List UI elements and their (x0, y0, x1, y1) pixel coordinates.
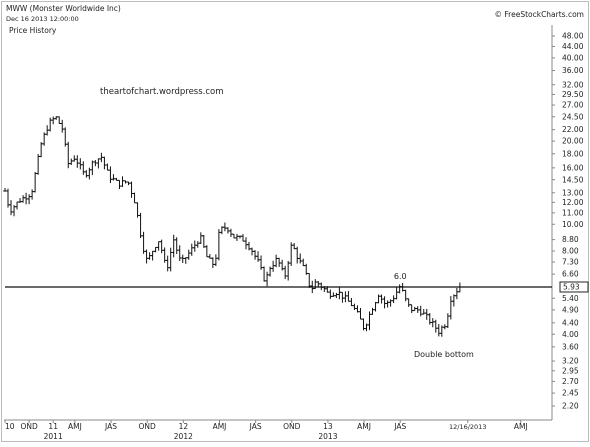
y-tick-label: 36.00 (562, 66, 584, 75)
x-tick-label: JAS (249, 422, 262, 431)
y-tick-label: 22.00 (562, 125, 584, 134)
y-tick-label: 8.80 (562, 235, 579, 244)
y-tick-label: 27.00 (562, 101, 584, 110)
y-tick-label: 6.60 (562, 270, 579, 279)
x-tick-label: 13 (323, 422, 333, 431)
x-tick-label: OND (139, 422, 157, 431)
x-tick-label: 12 (179, 422, 189, 431)
y-tick-label: 4.90 (562, 305, 579, 314)
x-tick-label: 10 (5, 422, 15, 431)
y-tick-label: 2.45 (562, 389, 579, 398)
symbol-title: MWW (Monster Worldwide Inc) (6, 4, 121, 13)
y-tick-label: 11.00 (562, 208, 584, 217)
y-tick-label: 29.50 (562, 90, 584, 99)
y-tick-label: 13.00 (562, 188, 584, 197)
y-tick-label: 32.00 (562, 80, 584, 89)
y-tick-label: 16.00 (562, 163, 584, 172)
last-price-box (559, 281, 589, 293)
brand-label: © FreeStockCharts.com (495, 10, 584, 19)
last-price-marker: 5.93 (559, 281, 589, 293)
y-tick-label: 14.50 (562, 175, 584, 184)
x-year-label: 2011 (44, 432, 63, 441)
y-tick-label: 24.50 (562, 112, 584, 121)
x-tick-label: AMJ (357, 422, 371, 431)
y-tick-label: 20.00 (562, 137, 584, 146)
y-tick-label: 18.00 (562, 149, 584, 158)
y-tick-label: 40.00 (562, 53, 584, 62)
price-bars (3, 116, 462, 337)
x-year-label: 2013 (318, 432, 337, 441)
x-tick-label: JAS (104, 422, 117, 431)
resistance-label: 6.0 (394, 272, 407, 281)
last-price-label: 5.93 (563, 283, 580, 292)
pattern-annotation: Double bottom (414, 350, 474, 359)
watermark-text: theartofchart.wordpress.com (100, 87, 224, 97)
y-tick-label: 2.70 (562, 377, 579, 386)
x-tick-label: OND (283, 422, 301, 431)
y-tick-label: 2.95 (562, 366, 579, 375)
y-tick-label: 3.60 (562, 342, 579, 351)
y-tick-label: 4.40 (562, 318, 579, 327)
chart-timestamp: Dec 16 2013 12:00:00 (6, 15, 79, 23)
y-tick-label: 3.20 (562, 357, 579, 366)
y-tick-label: 48.00 (562, 32, 584, 41)
y-tick-label: 5.40 (562, 294, 579, 303)
x-tick-label: 12/16/2013 (449, 423, 486, 431)
y-tick-label: 12.00 (562, 198, 584, 207)
y-tick-label: 10.00 (562, 220, 584, 229)
y-tick-label: 7.30 (562, 258, 579, 267)
x-tick-label: 11 (48, 422, 58, 431)
x-year-label: 2012 (174, 432, 193, 441)
y-tick-label: 2.20 (562, 402, 579, 411)
x-tick-label: AMJ (68, 422, 82, 431)
y-tick-label: 44.00 (562, 42, 584, 51)
x-tick-label: AMJ (514, 422, 528, 431)
x-tick-label: OND (20, 422, 38, 431)
y-tick-label: 4.00 (562, 330, 579, 339)
panel-label: Price History (9, 26, 57, 35)
x-tick-label: AMJ (213, 422, 227, 431)
y-tick-label: 8.00 (562, 247, 579, 256)
x-tick-label: JAS (393, 422, 406, 431)
